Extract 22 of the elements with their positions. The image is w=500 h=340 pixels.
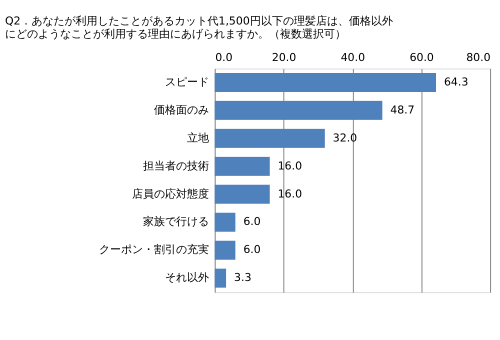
data-label: 48.7 — [390, 103, 415, 116]
data-label: 6.0 — [243, 243, 261, 256]
x-tick-label: 20.0 — [272, 51, 296, 64]
y-tick-label: 担当者の技術 — [143, 159, 210, 172]
y-tick-label: 店員の応対態度 — [132, 187, 210, 200]
chart-title: Q2．あなたが利用したことがあるカット代1,500円以下の理髪店は、価格以外にどのようなことが利用する理由にあげられますか。（複数選択可） — [4, 14, 393, 41]
y-tick-label: スピード — [165, 75, 210, 88]
x-tick-label: 80.0 — [466, 51, 491, 64]
data-label: 64.3 — [444, 75, 468, 88]
y-tick-label: 家族で行ける — [143, 215, 210, 228]
x-tick-label: 0.0 — [215, 51, 233, 64]
y-tick-label: クーポン・割引の充実 — [99, 243, 210, 256]
y-tick-label: 価格面のみ — [154, 103, 210, 116]
x-tick-label: 60.0 — [410, 51, 434, 64]
data-label: 16.0 — [278, 187, 302, 200]
data-label: 32.0 — [332, 131, 358, 144]
data-label: 3.3 — [234, 271, 252, 284]
data-label: 16.0 — [278, 159, 302, 172]
y-tick-label: 立地 — [187, 131, 210, 144]
data-label: 6.0 — [243, 215, 261, 228]
x-tick-label: 40.0 — [340, 51, 366, 64]
y-tick-label: それ以外 — [165, 271, 210, 284]
